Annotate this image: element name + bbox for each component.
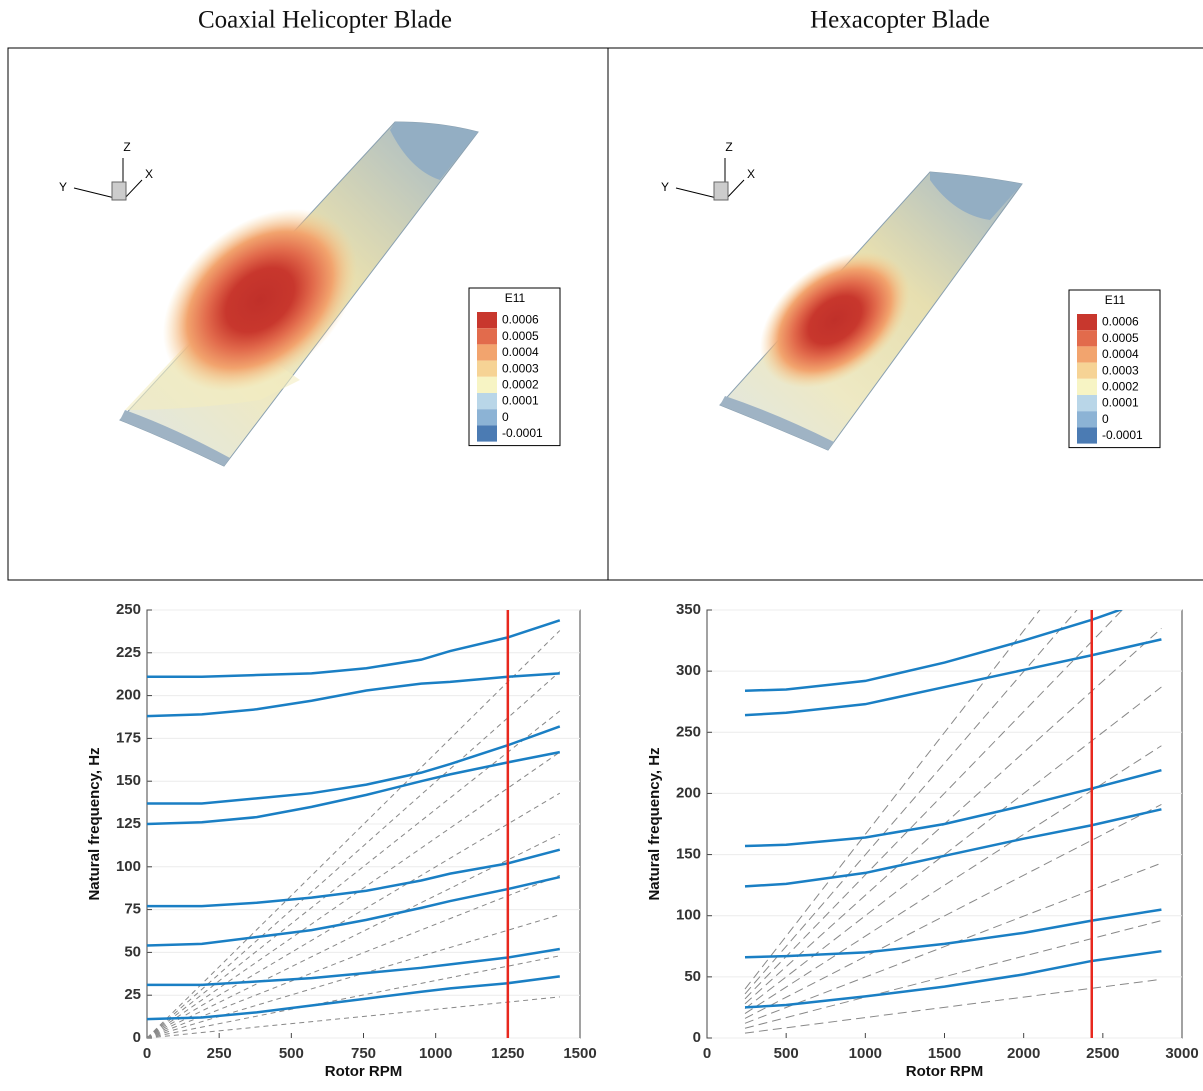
legend-swatch [1077, 427, 1097, 443]
legend-swatch [477, 425, 497, 441]
legend-title: E11 [1105, 293, 1126, 307]
x-tick-label: 0 [703, 1045, 711, 1062]
legend-label: 0.0005 [1102, 331, 1139, 345]
y-tick-label: 250 [116, 601, 141, 618]
legend-label: 0.0001 [1102, 396, 1139, 410]
y-tick-label: 25 [124, 986, 141, 1003]
y-tick-label: 75 [124, 901, 141, 918]
x-tick-label: 1250 [491, 1045, 524, 1062]
legend-label: 0 [502, 410, 509, 424]
legend-label: 0 [1102, 412, 1109, 426]
x-tick-label: 1500 [928, 1045, 961, 1062]
legend-swatch [477, 312, 497, 328]
x-tick-label: 1000 [849, 1045, 882, 1062]
y-tick-label: 225 [116, 644, 141, 661]
x-tick-label: 2000 [1007, 1045, 1040, 1062]
legend-swatch [477, 393, 497, 409]
y-tick-label: 100 [676, 907, 701, 924]
y-axis-label: Natural frequency, Hz [646, 747, 663, 900]
y-tick-label: 50 [124, 943, 141, 960]
legend-label: 0.0006 [502, 313, 539, 327]
legend-title: E11 [505, 291, 526, 305]
y-tick-label: 150 [676, 846, 701, 863]
panel-title: Coaxial Helicopter Blade [198, 7, 452, 34]
legend-label: 0.0002 [502, 377, 539, 391]
legend-label: 0.0001 [502, 394, 539, 408]
legend-label: 0.0004 [502, 345, 539, 359]
legend-swatch [477, 328, 497, 344]
y-tick-label: 0 [133, 1029, 141, 1046]
y-tick-label: 350 [676, 601, 701, 618]
legend-swatch [477, 409, 497, 425]
x-tick-label: 250 [207, 1045, 232, 1062]
legend-swatch [1077, 314, 1097, 330]
y-tick-label: 200 [116, 687, 141, 704]
legend-swatch [477, 377, 497, 393]
legend-label: -0.0001 [502, 426, 543, 440]
figure: Coaxial Helicopter Blade Hexacopter Blad… [0, 0, 1203, 1086]
legend-swatch [1077, 363, 1097, 379]
axis-label: X [747, 167, 755, 181]
legend-label: 0.0003 [502, 361, 539, 375]
y-tick-label: 300 [676, 662, 701, 679]
x-axis-label: Rotor RPM [325, 1063, 403, 1080]
y-tick-label: 250 [676, 723, 701, 740]
blade-render [720, 172, 1022, 450]
x-tick-label: 1000 [419, 1045, 452, 1062]
legend-label: -0.0001 [1102, 428, 1143, 442]
legend-swatch [1077, 379, 1097, 395]
legend-label: 0.0005 [502, 329, 539, 343]
y-tick-label: 0 [693, 1029, 701, 1046]
x-tick-label: 500 [279, 1045, 304, 1062]
axis-label: Y [661, 180, 669, 194]
legend-swatch [1077, 330, 1097, 346]
x-axis-label: Rotor RPM [906, 1063, 984, 1080]
y-tick-label: 200 [676, 784, 701, 801]
legend-swatch [477, 344, 497, 360]
legend-swatch [477, 361, 497, 377]
x-tick-label: 3000 [1165, 1045, 1198, 1062]
legend-label: 0.0002 [1102, 379, 1139, 393]
legend-label: 0.0004 [1102, 347, 1139, 361]
y-tick-label: 175 [116, 729, 141, 746]
legend-swatch [1077, 411, 1097, 427]
x-tick-label: 0 [143, 1045, 151, 1062]
x-tick-label: 500 [774, 1045, 799, 1062]
legend-label: 0.0006 [1102, 315, 1139, 329]
y-axis-label: Natural frequency, Hz [86, 747, 103, 900]
y-tick-label: 150 [116, 772, 141, 789]
blade-render [120, 122, 478, 466]
axis-label: X [145, 167, 153, 181]
legend-label: 0.0003 [1102, 363, 1139, 377]
legend-swatch [1077, 346, 1097, 362]
axis-label: Z [725, 140, 732, 154]
x-tick-label: 750 [351, 1045, 376, 1062]
y-tick-label: 125 [116, 815, 141, 832]
x-tick-label: 2500 [1086, 1045, 1119, 1062]
axis-label: Z [123, 140, 130, 154]
legend-swatch [1077, 395, 1097, 411]
axis-label: Y [59, 180, 67, 194]
panel-title: Hexacopter Blade [810, 7, 990, 34]
y-tick-label: 100 [116, 858, 141, 875]
y-tick-label: 50 [684, 968, 701, 985]
x-tick-label: 1500 [563, 1045, 596, 1062]
